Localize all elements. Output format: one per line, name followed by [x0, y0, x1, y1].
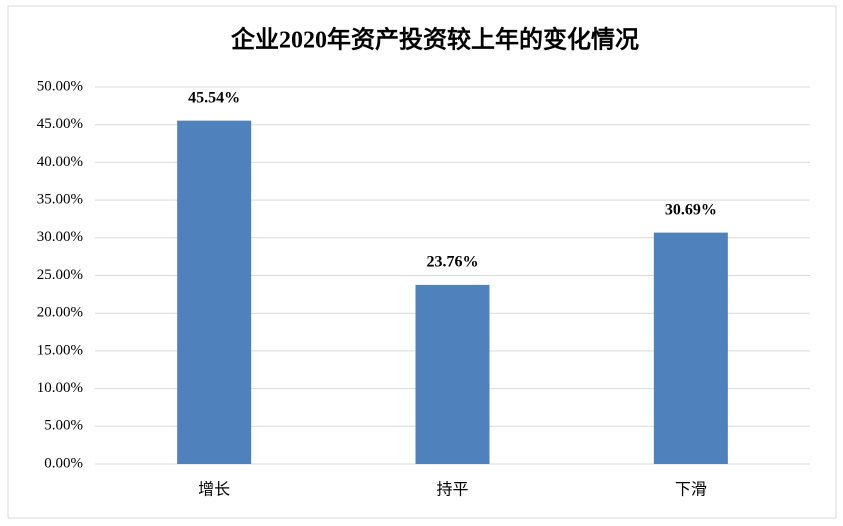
y-tick-label: 30.00%	[37, 229, 83, 245]
y-tick-label: 5.00%	[44, 418, 83, 434]
y-tick-label: 40.00%	[37, 154, 83, 170]
value-label: 45.54%	[188, 89, 240, 106]
chart-title: 企业2020年资产投资较上年的变化情况	[231, 26, 639, 54]
bar	[653, 232, 728, 464]
bar	[177, 120, 252, 464]
y-tick-label: 35.00%	[37, 192, 83, 208]
value-label: 23.76%	[427, 254, 479, 271]
y-tick-label: 25.00%	[37, 267, 83, 283]
y-tick-label: 20.00%	[37, 305, 83, 321]
y-tick-label: 50.00%	[37, 78, 83, 94]
y-tick-label: 45.00%	[37, 116, 83, 132]
y-tick-label: 10.00%	[37, 380, 83, 396]
bar	[415, 284, 490, 464]
y-tick-label: 0.00%	[44, 455, 83, 471]
value-label: 30.69%	[665, 201, 717, 218]
x-tick-label: 增长	[198, 480, 230, 499]
x-tick-label: 持平	[436, 480, 468, 499]
x-tick-label: 下滑	[675, 480, 707, 499]
y-tick-label: 15.00%	[37, 342, 83, 358]
